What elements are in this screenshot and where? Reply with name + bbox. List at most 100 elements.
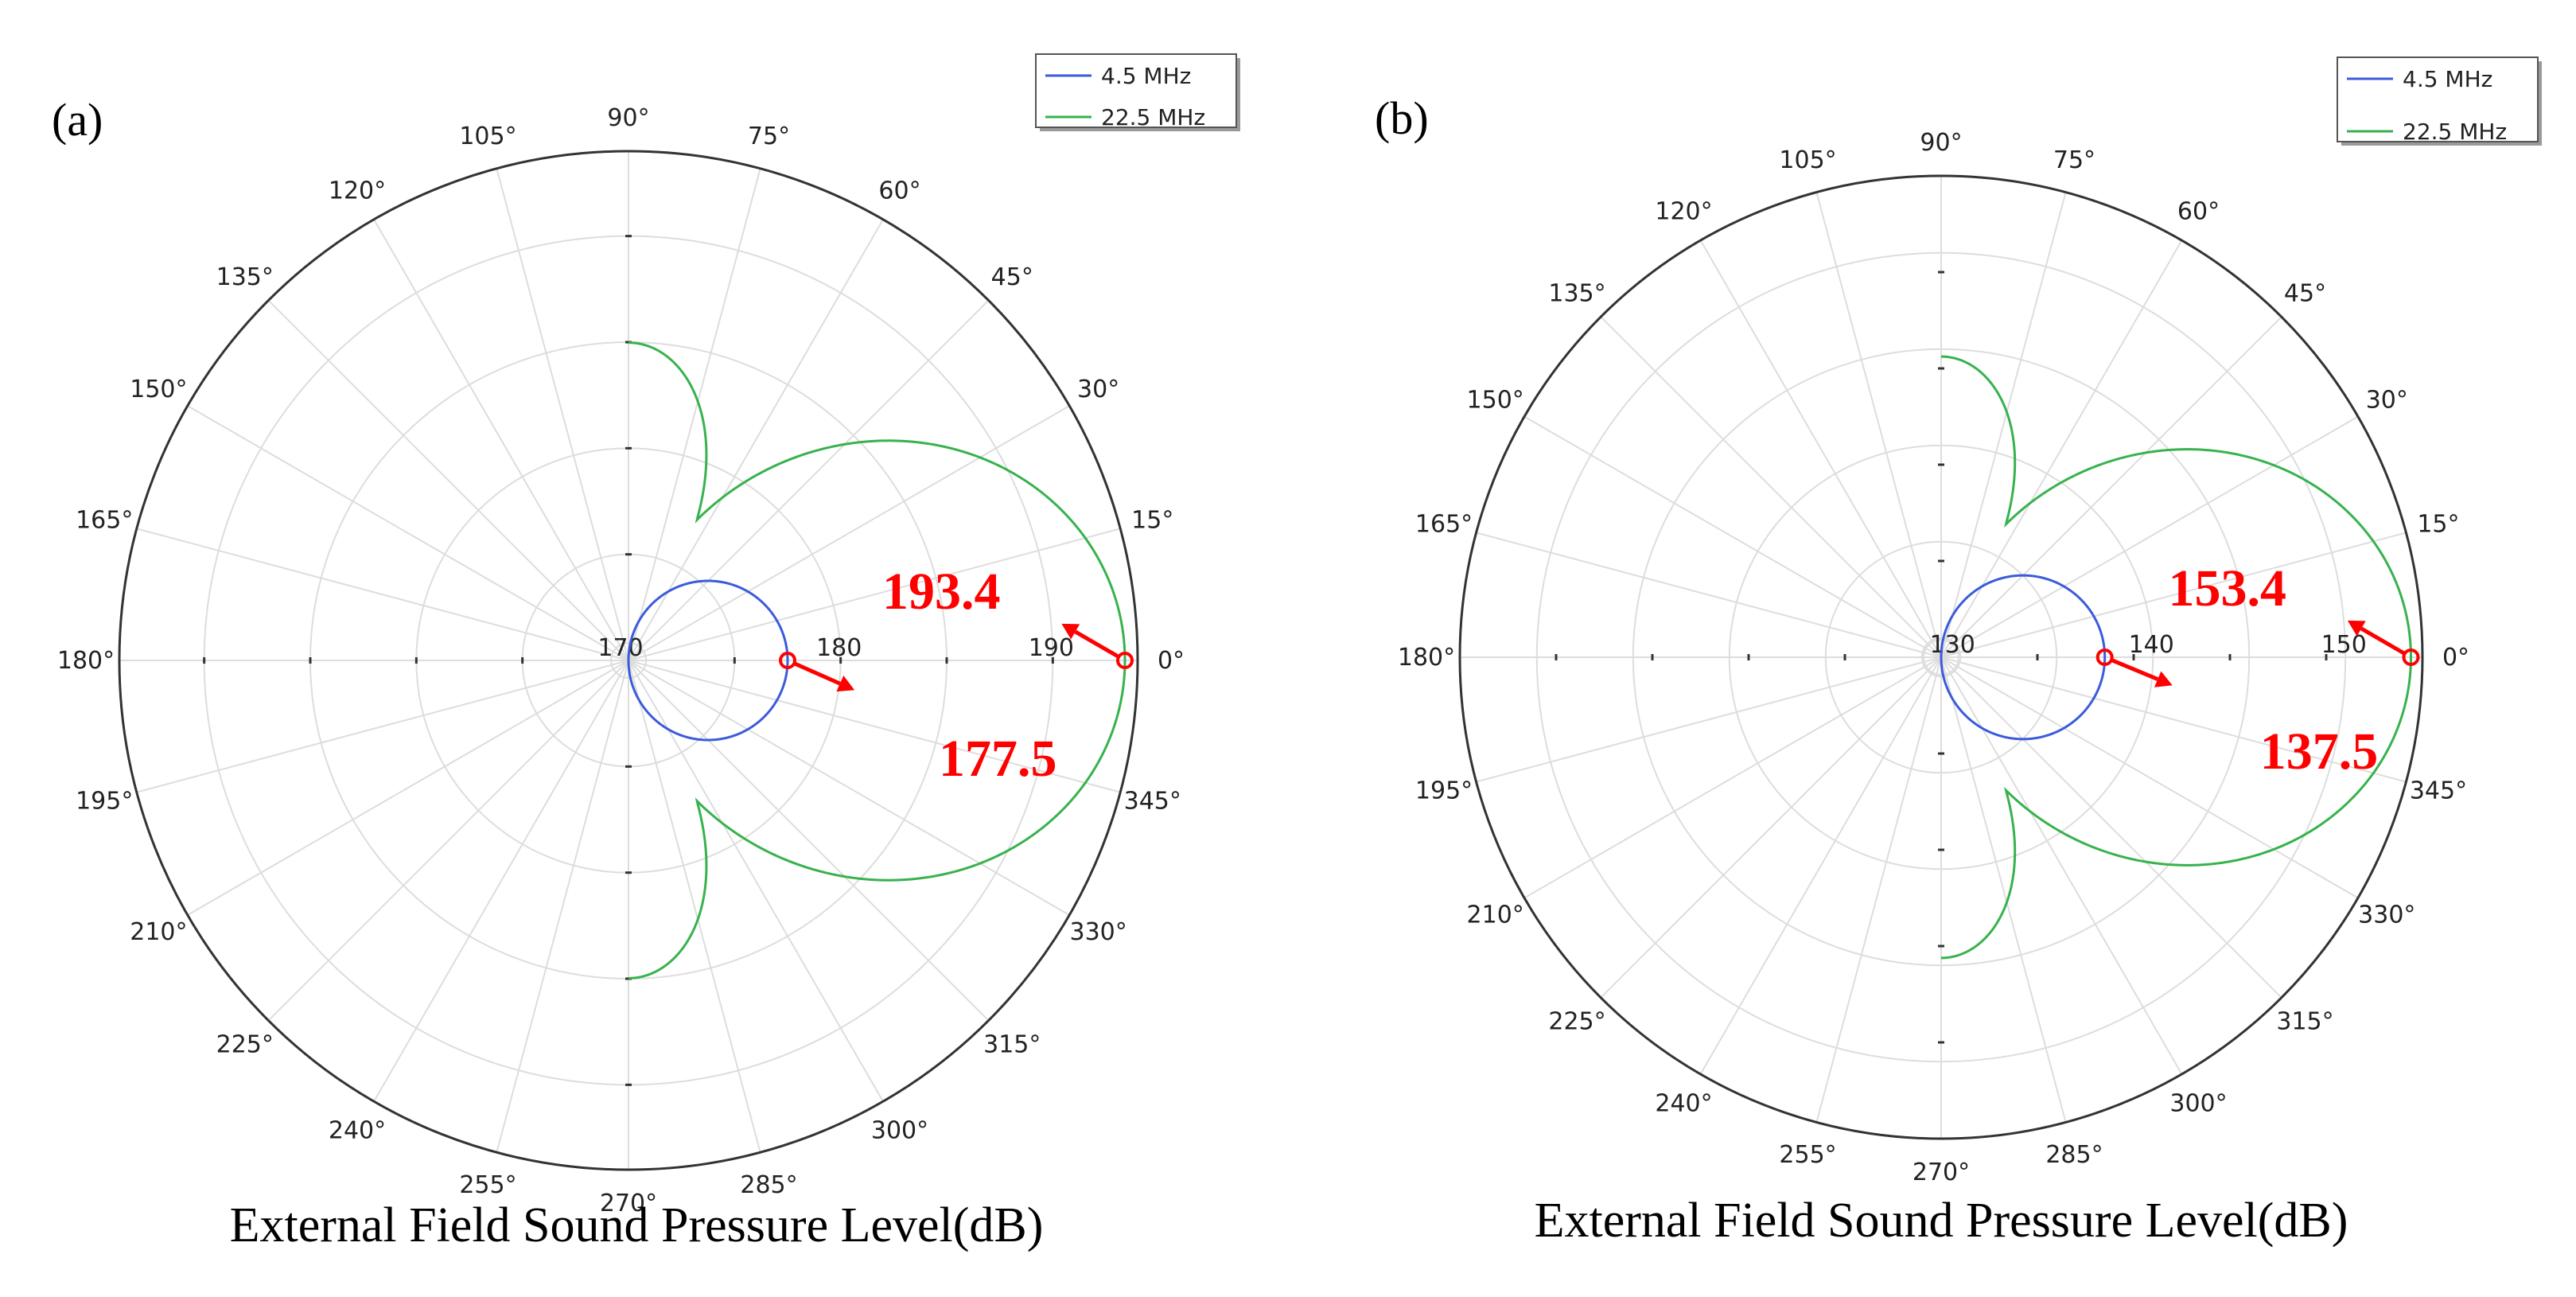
annotation-value: 137.5 (2260, 723, 2379, 781)
panel-label: (b) (1375, 92, 1429, 144)
grid-spoke (628, 219, 884, 661)
grid-spoke (1940, 532, 2407, 658)
grid-spoke (136, 660, 629, 793)
annotation-marker (779, 652, 796, 669)
grid-spoke (1600, 316, 1942, 658)
radial-tick-label: 140 (2129, 631, 2174, 659)
grid-spoke (496, 168, 629, 661)
legend-label: 4.5 MHz (1101, 63, 1191, 89)
angle-tick-label: 315° (2276, 1008, 2333, 1036)
angle-tick-label: 180° (57, 647, 115, 675)
angle-tick-label: 330° (2358, 902, 2415, 929)
outer-circle (1458, 174, 2424, 1140)
angle-tick-label: 135° (1548, 280, 1605, 308)
angle-tick-label: 315° (983, 1030, 1041, 1058)
annotation-value: 153.4 (2168, 559, 2286, 617)
grid-spoke (267, 299, 629, 661)
series-line-4-5mhz (627, 579, 789, 742)
annotation-marker (2095, 648, 2114, 666)
grid-spoke (267, 660, 629, 1022)
grid-spoke (1940, 656, 2407, 783)
angle-tick-label: 30° (2366, 387, 2408, 415)
grid-spoke (1476, 656, 1942, 783)
radial-tick-label: 130 (1930, 631, 1975, 659)
grid-spoke (1940, 656, 2359, 899)
grid-spoke (628, 660, 884, 1102)
annotation-arrow-head (2154, 671, 2173, 687)
legend-label: 22.5 MHz (1101, 104, 1205, 130)
series-line-4-5mhz (1940, 574, 2107, 741)
angle-tick-label: 120° (1655, 198, 1712, 226)
legend: 4.5 MHz 22.5 MHz (2337, 56, 2542, 146)
angle-tick-label: 225° (1548, 1008, 1605, 1036)
angle-tick-label: 45° (2284, 280, 2326, 308)
annotation-arrow-shaft (2360, 626, 2406, 656)
grid-spoke (628, 299, 990, 661)
angle-tick-label: 135° (216, 263, 274, 291)
annotation-arrow-head (836, 676, 855, 692)
legend-label: 4.5 MHz (2403, 66, 2492, 92)
angle-tick-label: 285° (2045, 1141, 2103, 1169)
angle-tick-label: 300° (2169, 1089, 2227, 1117)
angle-tick-label: 0° (2442, 644, 2469, 672)
radial-tick-label: 190 (1029, 634, 1074, 662)
grid-spoke (1815, 192, 1942, 658)
angle-tick-label: 330° (1069, 918, 1127, 946)
angle-tick-label: 165° (76, 506, 133, 534)
angle-tick-label: 60° (2177, 198, 2220, 226)
angle-tick-label: 60° (878, 177, 920, 204)
angle-tick-label: 105° (1779, 146, 1836, 174)
annotation-arrow-head (2347, 620, 2366, 637)
angle-tick-label: 15° (2417, 511, 2459, 539)
angle-tick-label: 300° (871, 1117, 928, 1145)
angle-tick-label: 150° (1467, 387, 1524, 415)
annotation-marker (2402, 648, 2420, 666)
grid-spoke (628, 660, 1070, 916)
annotation-arrow-head (1061, 623, 1080, 640)
angle-tick-label: 345° (2410, 777, 2467, 804)
angle-tick-label: 240° (329, 1117, 386, 1145)
grid-spoke (1940, 415, 2359, 658)
angle-tick-label: 210° (130, 918, 187, 946)
annotation-arrow-shaft (1074, 629, 1119, 659)
grid-spoke (628, 168, 761, 661)
angle-tick-label: 195° (76, 788, 133, 816)
legend: 4.5 MHz 22.5 MHz (1035, 53, 1240, 131)
annotation-value: 177.5 (939, 730, 1057, 788)
grid-spoke (1523, 656, 1942, 899)
radial-tick-label: 150 (2321, 631, 2367, 659)
grid-spoke (1940, 192, 2067, 658)
series-line-22-5mhz (1940, 355, 2412, 960)
angle-tick-label: 255° (1779, 1141, 1836, 1169)
angle-tick-label: 0° (1158, 647, 1185, 675)
grid-spoke (628, 528, 1121, 661)
grid-spoke (1523, 415, 1942, 658)
angle-tick-label: 165° (1415, 511, 1473, 539)
angle-tick-label: 195° (1415, 777, 1473, 804)
grid-spoke (496, 660, 629, 1153)
angle-tick-label: 345° (1124, 788, 1181, 816)
caption: External Field Sound Pressure Level(dB) (230, 1198, 1044, 1252)
grid-spoke (1699, 656, 1942, 1075)
caption: External Field Sound Pressure Level(dB) (1535, 1194, 2348, 1248)
angle-tick-label: 255° (459, 1171, 516, 1199)
legend-label: 22.5 MHz (2403, 119, 2507, 145)
outer-circle (118, 150, 1139, 1171)
polar-panel-a: 0° 15° 30° 45° 60° 75° 90° 105° 120° 135° 150° 165°… (52, 53, 1240, 1252)
series-line-22-5mhz (628, 341, 1127, 980)
angle-tick-label: 270° (1913, 1159, 1970, 1186)
legend-box (1035, 53, 1237, 128)
annotation-marker (1116, 652, 1134, 669)
annotation-arrow-shaft (2111, 658, 2159, 681)
grid-spoke (1476, 532, 1942, 658)
panel-label: (a) (52, 94, 103, 146)
grid-spoke (628, 660, 1121, 793)
polar-panel-b: 0° 15° 30° 45° 60° 75° 90° 105° 120° 135° 150° 165°… (1375, 56, 2542, 1248)
grid-spoke (1940, 656, 2282, 999)
grid-spoke (187, 405, 629, 661)
grid-spoke (1940, 316, 2282, 658)
angle-tick-label: 90° (607, 104, 649, 132)
angle-tick-label: 75° (2053, 146, 2095, 174)
angle-tick-label: 180° (1398, 644, 1455, 672)
